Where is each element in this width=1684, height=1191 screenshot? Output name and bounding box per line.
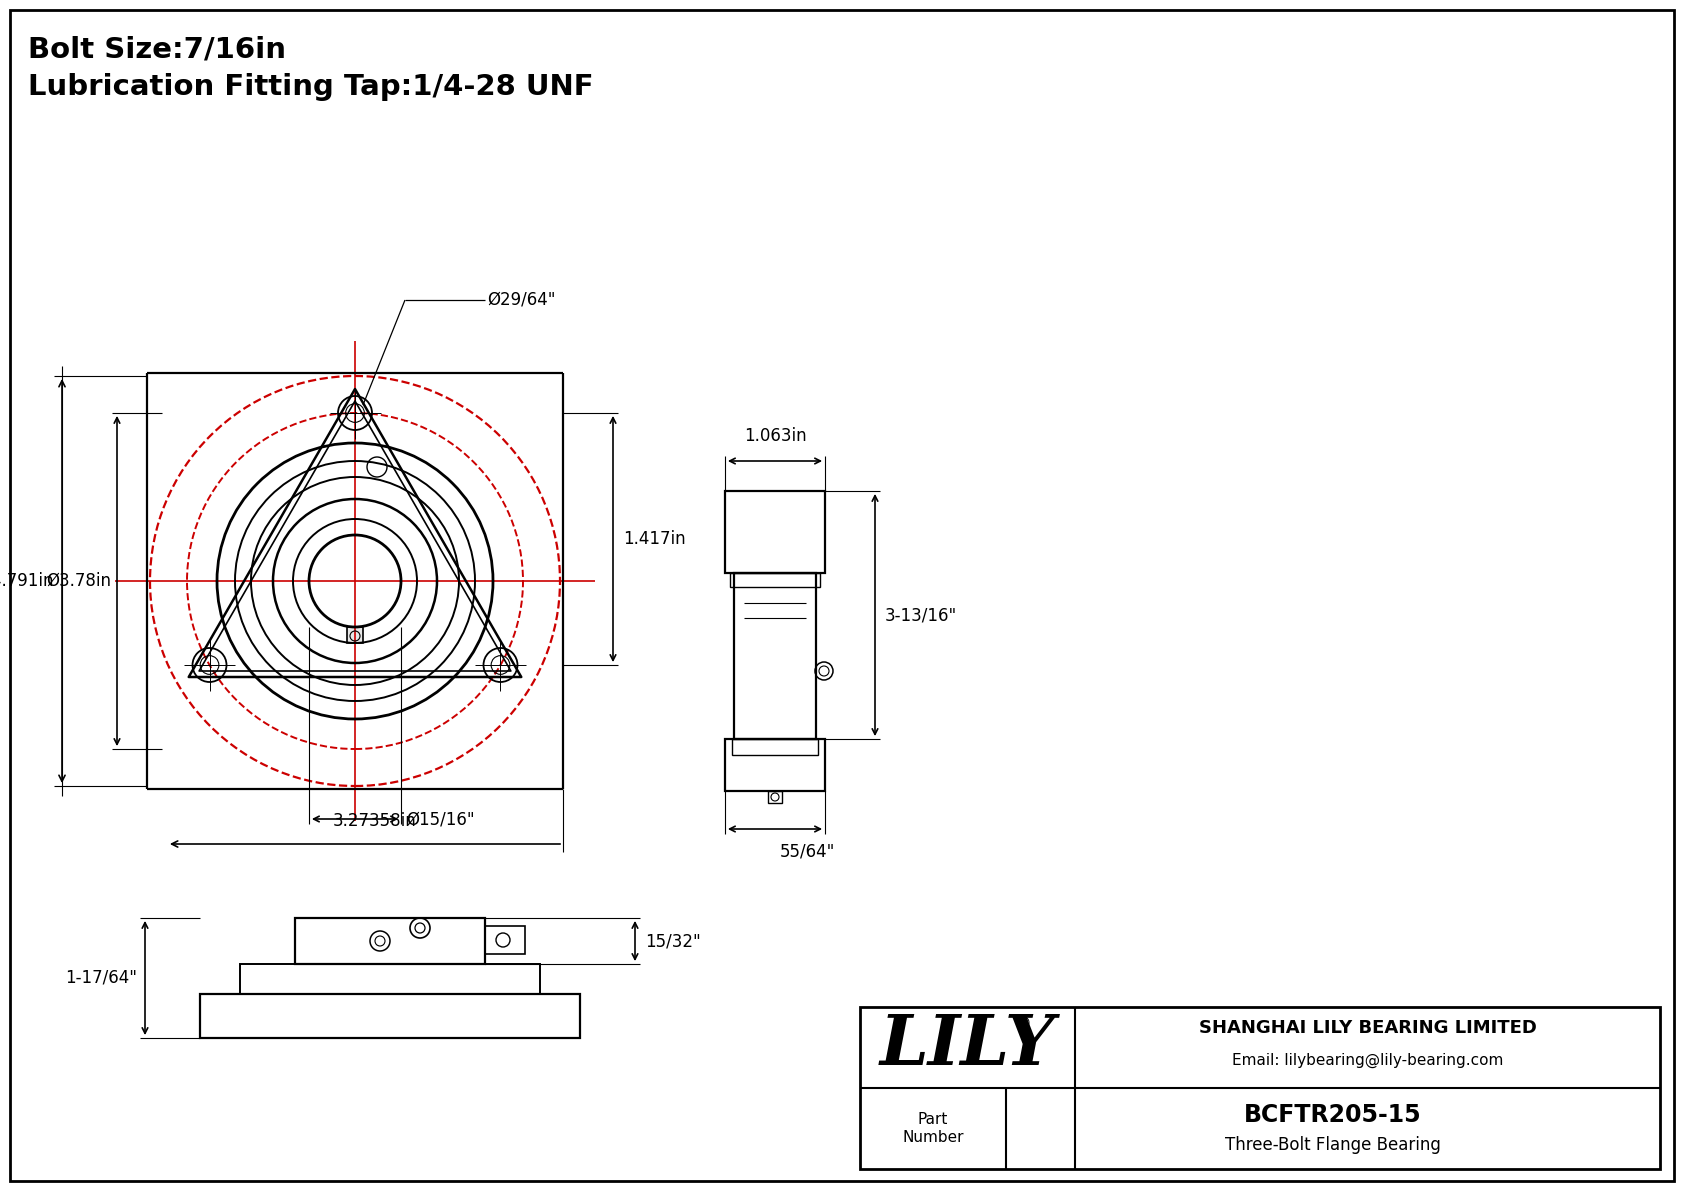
- Text: Ø3.78in: Ø3.78in: [45, 572, 111, 590]
- Text: LILY: LILY: [879, 1012, 1056, 1079]
- Text: 3.27358in: 3.27358in: [333, 812, 418, 830]
- Bar: [485, 925, 525, 954]
- Text: Ø4.791in: Ø4.791in: [0, 572, 54, 590]
- Text: SHANGHAI LILY BEARING LIMITED: SHANGHAI LILY BEARING LIMITED: [1199, 1019, 1536, 1037]
- Bar: [726, 491, 825, 573]
- Text: 1.063in: 1.063in: [744, 428, 807, 445]
- Bar: [768, 791, 781, 803]
- Bar: [200, 994, 579, 1039]
- Text: ®: ®: [1014, 1015, 1032, 1033]
- Bar: [861, 1008, 1660, 1170]
- Text: 3-13/16": 3-13/16": [886, 606, 957, 624]
- Text: Three-Bolt Flange Bearing: Three-Bolt Flange Bearing: [1226, 1135, 1442, 1154]
- Text: Part
Number: Part Number: [903, 1112, 963, 1145]
- Text: Ø29/64": Ø29/64": [487, 291, 556, 308]
- Text: 15/32": 15/32": [645, 933, 701, 950]
- Bar: [295, 918, 485, 964]
- Bar: [733, 738, 818, 755]
- Text: Email: lilybearing@lily-bearing.com: Email: lilybearing@lily-bearing.com: [1231, 1053, 1504, 1068]
- Text: 1.417in: 1.417in: [623, 530, 685, 548]
- Text: Bolt Size:7/16in: Bolt Size:7/16in: [29, 36, 286, 64]
- Bar: [347, 626, 364, 643]
- Bar: [241, 964, 541, 994]
- Text: Ø15/16": Ø15/16": [406, 810, 475, 828]
- Bar: [734, 573, 817, 738]
- Text: Lubrication Fitting Tap:1/4-28 UNF: Lubrication Fitting Tap:1/4-28 UNF: [29, 73, 594, 101]
- Text: 1-17/64": 1-17/64": [66, 969, 136, 987]
- Text: BCFTR205-15: BCFTR205-15: [1244, 1104, 1421, 1128]
- Bar: [729, 573, 820, 587]
- Bar: [726, 738, 825, 791]
- Text: 55/64": 55/64": [780, 843, 835, 861]
